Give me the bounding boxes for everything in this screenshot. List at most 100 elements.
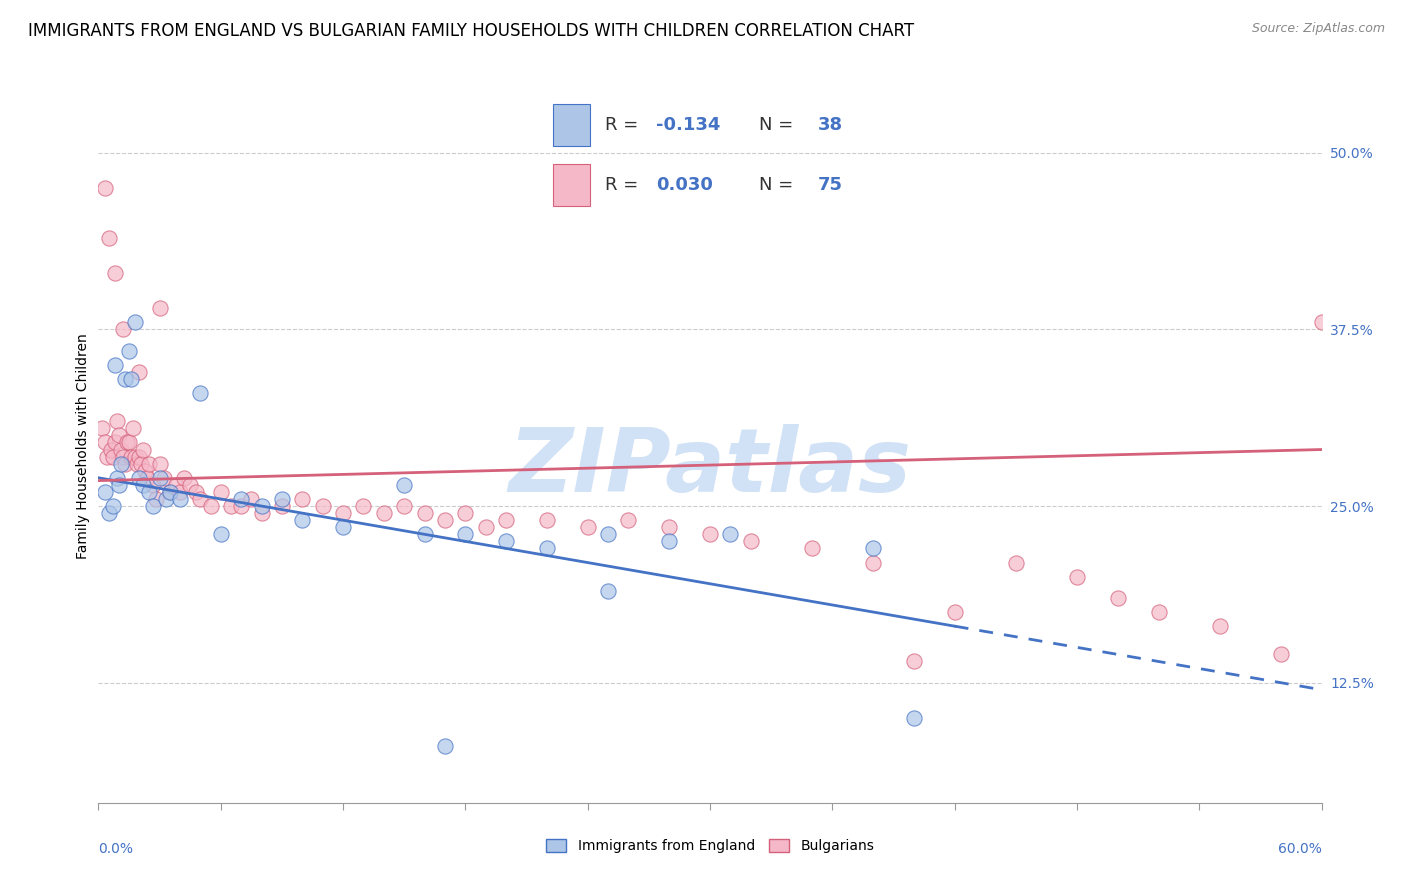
Point: [209, 484, 232, 499]
Text: Source: ZipAtlas.com: Source: ZipAtlas.com: [1251, 22, 1385, 36]
Point: [1147, 605, 1170, 619]
Point: [862, 556, 884, 570]
Point: [413, 506, 436, 520]
Point: [128, 471, 150, 485]
Point: [122, 421, 145, 435]
Point: [188, 386, 212, 401]
Text: 60.0%: 60.0%: [1278, 842, 1322, 856]
Point: [115, 435, 138, 450]
Point: [128, 450, 150, 464]
Point: [108, 428, 131, 442]
Point: [93, 181, 115, 195]
Point: [173, 471, 195, 485]
Point: [152, 471, 174, 485]
Point: [1310, 315, 1333, 329]
Point: [740, 534, 762, 549]
Point: [291, 491, 314, 506]
Point: [134, 464, 156, 478]
Point: [105, 471, 128, 485]
Point: [373, 506, 395, 520]
Point: [434, 739, 457, 754]
Point: [1270, 648, 1292, 662]
Point: [104, 358, 127, 372]
Point: [943, 605, 966, 619]
Point: [903, 711, 925, 725]
Point: [219, 499, 242, 513]
Point: [188, 491, 212, 506]
Point: [231, 491, 253, 506]
Point: [862, 541, 884, 556]
Point: [159, 484, 181, 499]
Point: [240, 491, 263, 506]
Point: [124, 450, 146, 464]
Point: [104, 435, 127, 450]
Point: [209, 527, 232, 541]
Point: [495, 534, 517, 549]
Point: [658, 534, 681, 549]
Point: [142, 499, 165, 513]
Point: [250, 506, 273, 520]
Point: [169, 491, 191, 506]
Point: [454, 506, 477, 520]
Point: [136, 471, 159, 485]
Point: [454, 527, 477, 541]
Point: [93, 435, 115, 450]
Point: [101, 499, 124, 513]
Point: [1107, 591, 1129, 605]
Point: [474, 520, 498, 534]
Point: [129, 457, 152, 471]
Point: [100, 442, 122, 457]
Point: [392, 478, 416, 492]
Point: [127, 457, 149, 471]
Point: [352, 499, 374, 513]
Point: [576, 520, 599, 534]
Y-axis label: Family Households with Children: Family Households with Children: [76, 333, 90, 559]
Point: [124, 315, 146, 329]
Point: [110, 442, 132, 457]
Text: IMMIGRANTS FROM ENGLAND VS BULGARIAN FAMILY HOUSEHOLDS WITH CHILDREN CORRELATION: IMMIGRANTS FROM ENGLAND VS BULGARIAN FAM…: [28, 22, 914, 40]
Point: [104, 266, 127, 280]
Point: [108, 478, 131, 492]
Text: ZIPatlas: ZIPatlas: [509, 424, 911, 511]
Point: [93, 484, 115, 499]
Point: [149, 457, 172, 471]
Point: [801, 541, 824, 556]
Point: [120, 372, 142, 386]
Point: [536, 541, 558, 556]
Point: [132, 478, 155, 492]
Point: [138, 457, 160, 471]
Point: [97, 506, 120, 520]
Point: [128, 365, 150, 379]
Point: [91, 421, 114, 435]
Point: [658, 520, 681, 534]
Point: [105, 414, 128, 428]
Point: [101, 450, 124, 464]
Point: [598, 527, 620, 541]
Point: [1004, 556, 1026, 570]
Point: [159, 484, 181, 499]
Point: [270, 491, 294, 506]
Point: [903, 655, 925, 669]
Text: 0.0%: 0.0%: [98, 842, 134, 856]
Point: [110, 457, 132, 471]
Legend: Immigrants from England, Bulgarians: Immigrants from England, Bulgarians: [538, 832, 882, 860]
Point: [413, 527, 436, 541]
Point: [617, 513, 640, 527]
Point: [114, 457, 136, 471]
Point: [145, 491, 167, 506]
Point: [598, 583, 620, 598]
Point: [186, 484, 208, 499]
Point: [495, 513, 517, 527]
Point: [392, 499, 416, 513]
Point: [149, 471, 172, 485]
Point: [138, 484, 160, 499]
Point: [169, 484, 191, 499]
Point: [332, 520, 354, 534]
Point: [96, 450, 118, 464]
Point: [111, 322, 134, 336]
Point: [1209, 619, 1232, 633]
Point: [200, 499, 222, 513]
Point: [155, 491, 177, 506]
Point: [699, 527, 721, 541]
Point: [718, 527, 742, 541]
